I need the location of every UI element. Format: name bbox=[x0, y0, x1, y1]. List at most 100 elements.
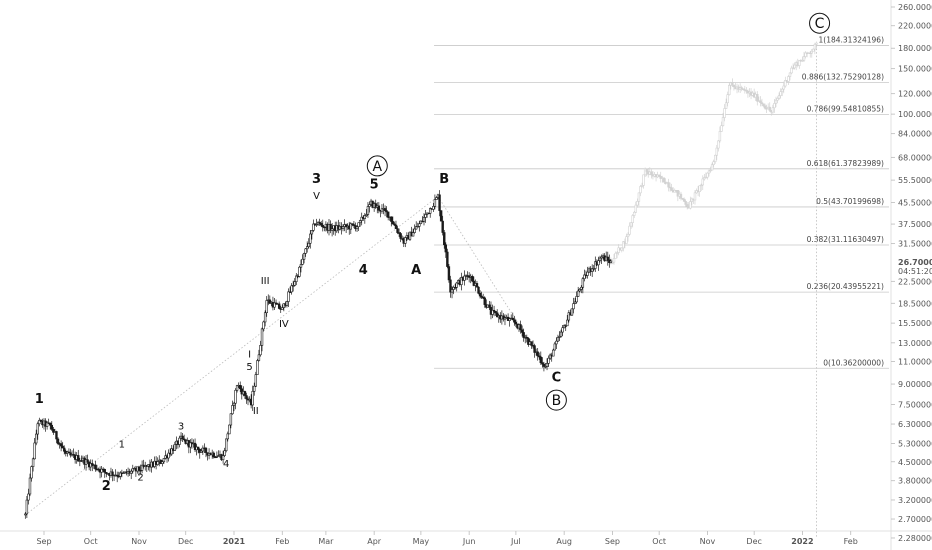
projected-candle-body bbox=[777, 95, 781, 99]
projected-candle-body bbox=[793, 64, 796, 69]
candle-152 bbox=[260, 327, 264, 352]
candle-body bbox=[251, 391, 254, 406]
y-tick-label-26: 260.00000000 bbox=[898, 3, 932, 12]
candle-body bbox=[285, 301, 289, 306]
projected-candle-76 bbox=[728, 83, 731, 96]
projected-candle-125 bbox=[804, 51, 807, 59]
projected-candle-10 bbox=[625, 233, 628, 244]
projected-candle-15 bbox=[633, 210, 636, 219]
candle-358 bbox=[581, 276, 585, 294]
candle-body bbox=[581, 278, 585, 288]
candle-body bbox=[429, 208, 432, 214]
candle-276 bbox=[453, 283, 457, 290]
candle-264 bbox=[435, 196, 438, 200]
candle-165 bbox=[281, 304, 284, 310]
candle-1 bbox=[25, 496, 29, 519]
projected-candle-body bbox=[804, 52, 807, 57]
projected-candle-23 bbox=[645, 168, 648, 177]
trend-lines bbox=[25, 45, 817, 537]
fib-label-4: 0.5(43.70199698) bbox=[816, 197, 884, 206]
candle-8 bbox=[36, 421, 39, 440]
candle-body bbox=[245, 395, 248, 400]
candle-body bbox=[86, 459, 89, 463]
projected-candle-body bbox=[700, 184, 703, 187]
candle-206 bbox=[344, 223, 348, 233]
candle-111 bbox=[196, 446, 200, 454]
candle-369 bbox=[598, 255, 602, 263]
candle-body bbox=[310, 230, 314, 235]
candle-body bbox=[453, 287, 457, 289]
candle-body bbox=[167, 452, 170, 459]
projected-candle-71 bbox=[720, 121, 723, 132]
y-tick-label-8: 9.00000000 bbox=[898, 380, 932, 389]
projected-candle-body bbox=[756, 94, 759, 102]
candle-74 bbox=[139, 464, 142, 475]
projected-candle-3 bbox=[614, 251, 617, 259]
candle-229 bbox=[380, 204, 384, 214]
candle-body bbox=[449, 279, 452, 293]
candle-21 bbox=[56, 437, 60, 446]
candle-body bbox=[27, 493, 30, 501]
candle-body bbox=[545, 363, 549, 367]
wave-circle-text: C bbox=[815, 16, 825, 32]
candle-213 bbox=[355, 225, 359, 232]
candle-302 bbox=[494, 311, 497, 316]
candle-92 bbox=[167, 449, 170, 462]
candle-body bbox=[609, 260, 613, 263]
candle-body bbox=[419, 220, 423, 225]
candle-190 bbox=[320, 220, 323, 227]
candle-196 bbox=[329, 220, 332, 234]
candle-197 bbox=[330, 222, 334, 237]
candle-253 bbox=[418, 220, 421, 232]
candle-body bbox=[262, 321, 265, 330]
candle-body bbox=[394, 224, 398, 229]
candle-36 bbox=[80, 455, 83, 463]
time-axis[interactable]: Sep Oct Nov Dec 2021 Feb Mar Apr May Jun Jul Aug Sep… bbox=[36, 531, 858, 546]
candle-154 bbox=[263, 310, 267, 327]
candle-body bbox=[91, 463, 94, 466]
projected-candle-107 bbox=[776, 96, 779, 104]
candle-157 bbox=[268, 295, 272, 304]
wave-label-11: 3 bbox=[312, 172, 321, 187]
candle-251 bbox=[415, 221, 418, 230]
candle-body bbox=[471, 276, 474, 282]
candle-182 bbox=[307, 238, 310, 249]
y-tick-label-11: 15.50000000 bbox=[898, 319, 932, 328]
candle-body bbox=[291, 285, 295, 287]
price-axis[interactable]: 2.28000000 2.70000000 3.20000000 3.80000000… bbox=[891, 3, 932, 543]
wave-label-0: 1 bbox=[35, 392, 44, 407]
wave-circle bbox=[809, 12, 831, 34]
candle-238 bbox=[394, 220, 398, 229]
candle-254 bbox=[419, 220, 423, 225]
candle-298 bbox=[488, 301, 491, 310]
candle-319 bbox=[520, 325, 524, 337]
projected-candle-79 bbox=[732, 84, 736, 91]
candle-49 bbox=[100, 466, 103, 478]
candle-232 bbox=[385, 206, 388, 218]
projected-candle-body bbox=[698, 185, 701, 192]
candle-356 bbox=[578, 287, 581, 293]
candle-340 bbox=[553, 341, 557, 351]
x-tick-label-0: Sep bbox=[36, 537, 51, 546]
projected-candle-118 bbox=[793, 62, 796, 70]
projected-candle-body bbox=[662, 177, 666, 183]
candle-body bbox=[228, 424, 231, 435]
y-tick-label-2: 3.20000000 bbox=[898, 496, 932, 505]
candle-body bbox=[432, 206, 435, 210]
candle-body bbox=[578, 289, 581, 292]
candle-101 bbox=[181, 432, 184, 443]
candle-59 bbox=[115, 471, 119, 483]
candle-body bbox=[231, 405, 234, 415]
candle-52 bbox=[105, 472, 108, 478]
candle-128 bbox=[223, 447, 226, 457]
projected-candle-14 bbox=[631, 214, 634, 228]
candle-body bbox=[105, 472, 108, 474]
candle-body bbox=[295, 275, 298, 282]
projected-candle-body bbox=[620, 247, 623, 251]
candle-body bbox=[182, 438, 186, 441]
projected-candle-body bbox=[790, 67, 793, 74]
candle-292 bbox=[478, 290, 482, 299]
candle-160 bbox=[273, 298, 276, 310]
candle-69 bbox=[131, 464, 134, 474]
